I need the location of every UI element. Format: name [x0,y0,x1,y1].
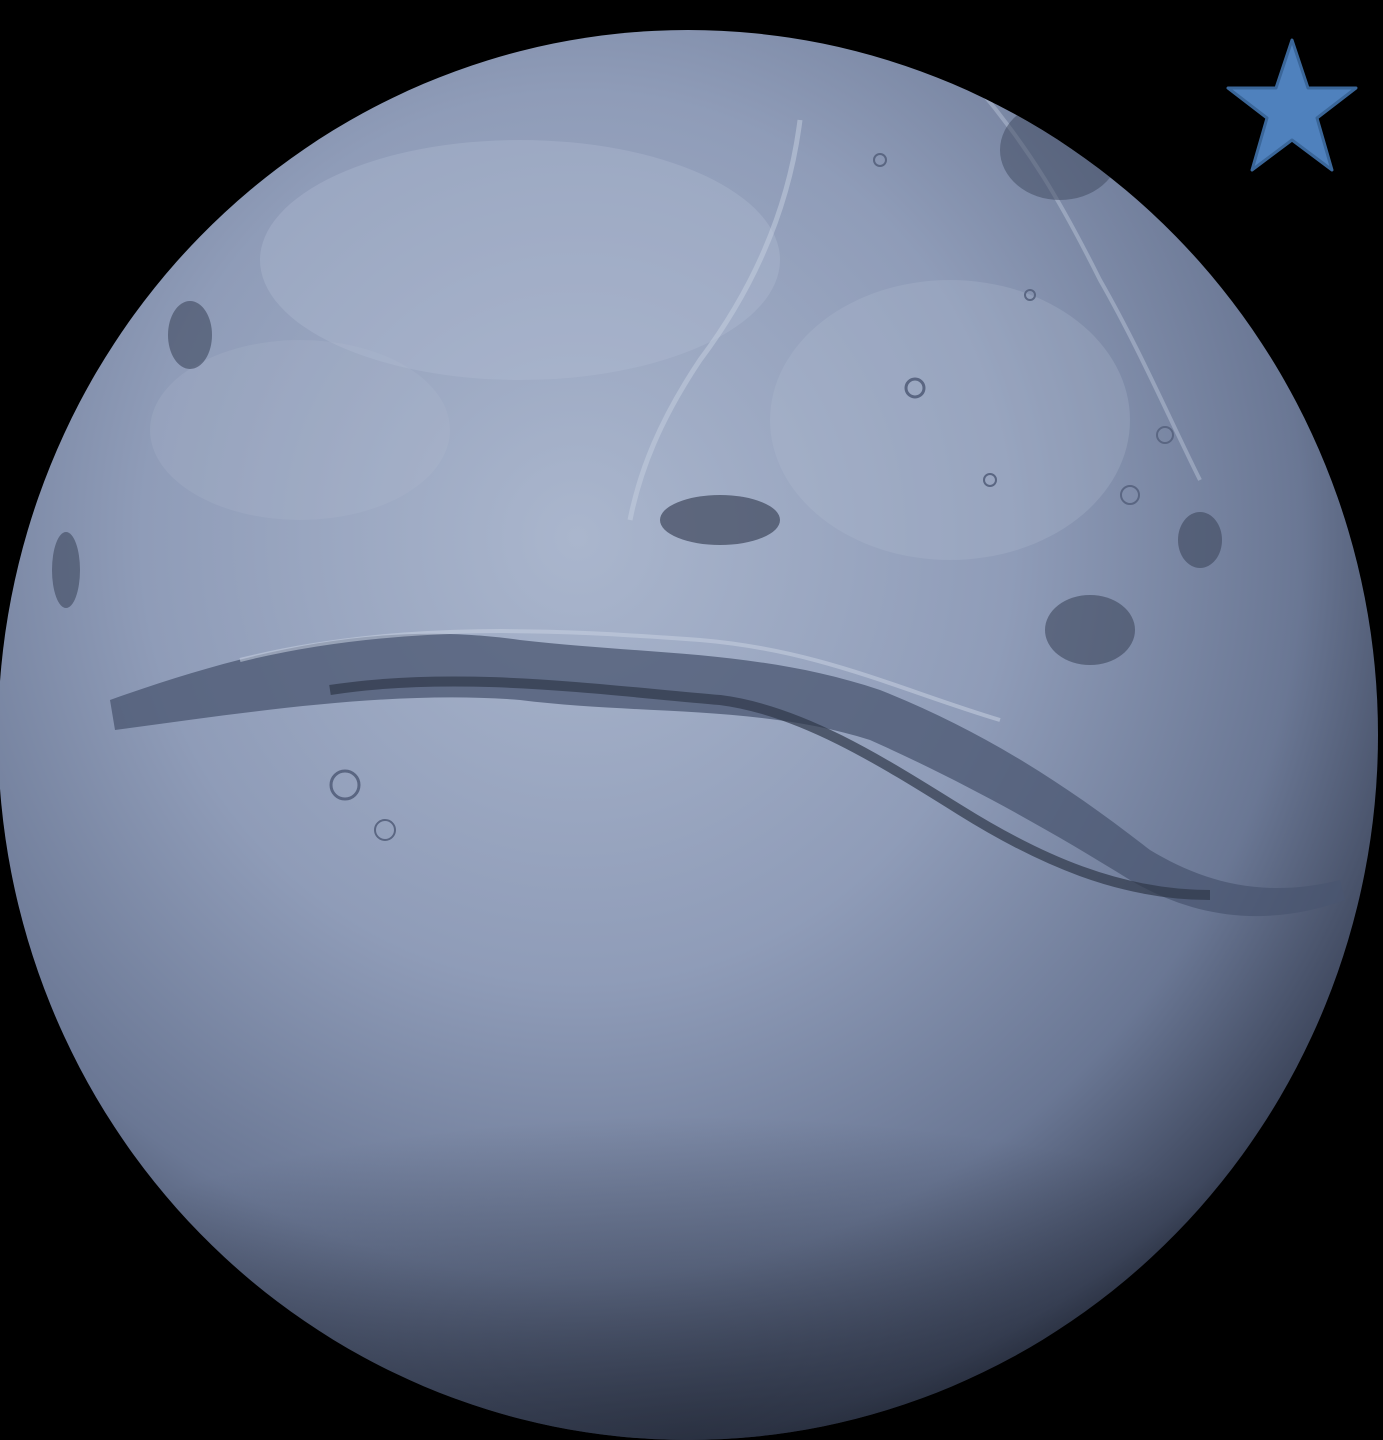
dark-region [1000,100,1120,200]
canyon-rim [239,629,1001,722]
star-icon [1226,38,1358,172]
volcano-crater [52,532,80,608]
crater [983,473,997,487]
southern-shadow [0,900,1378,1440]
haze-patch [150,340,450,520]
ridge-line [627,119,803,521]
crater [904,377,926,399]
crater [873,153,887,167]
crater [329,769,361,801]
crater [374,819,396,841]
dark-region [1178,512,1222,568]
dark-region [660,495,780,545]
crater [1120,485,1140,505]
volcano-crater [168,301,212,369]
crater [1156,426,1174,444]
dark-region [1045,595,1135,665]
canyon-system [110,633,1345,917]
canyon-floor [329,676,1211,900]
crater [1024,289,1036,301]
haze-patch [770,280,1130,560]
haze-patch [260,140,780,380]
